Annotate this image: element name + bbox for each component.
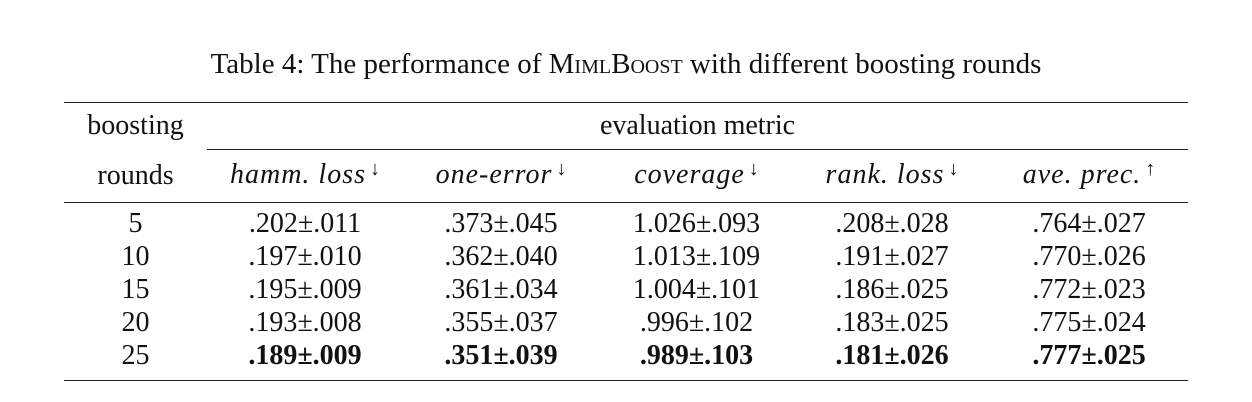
header-boosting: boosting (64, 102, 207, 150)
value-cell-best: .189±.009 (207, 339, 403, 381)
value-cell: 1.013±.109 (632, 241, 761, 272)
value-cell-best: .181±.026 (794, 339, 990, 381)
value-cell: .183±.025 (835, 307, 949, 338)
metric-label: coverage (634, 159, 745, 190)
header-metric-rank-loss: rank. loss ↓ (794, 149, 990, 203)
table-row-best: 25 .189±.009 .351±.039 .989±.103 .181±.0… (64, 339, 1189, 381)
metric-label: rank. loss (825, 159, 945, 190)
method-rest-iml: iml (574, 48, 612, 80)
arrow-down-icon: ↓ (556, 158, 567, 180)
value-cell: .195±.009 (248, 274, 362, 305)
value-cell: .373±.045 (444, 208, 558, 239)
header-metric-hamm-loss: hamm. loss ↓ (207, 149, 403, 203)
value-cell: .197±.010 (248, 241, 362, 272)
rounds-cell: 15 (121, 274, 150, 305)
table-row: 15 .195±.009 .361±.034 1.004±.101 .186±.… (64, 273, 1188, 306)
metric-label: ave. prec. (1022, 159, 1142, 190)
header-metric-one-error: one-error ↓ (403, 149, 599, 203)
value-cell: .996±.102 (639, 307, 754, 338)
method-rest-oost: oost (630, 48, 683, 80)
table-caption: Table 4: The performance of MimlBoost wi… (0, 44, 1252, 84)
value-cell-best: .989±.103 (599, 339, 794, 381)
arrow-up-icon: ↑ (1145, 158, 1156, 180)
arrow-down-icon: ↓ (370, 158, 380, 180)
arrow-down-icon: ↓ (748, 158, 759, 180)
header-metric-coverage: coverage ↓ (599, 149, 794, 203)
value-cell: .208±.028 (835, 208, 949, 239)
value-cell: .193±.008 (248, 307, 362, 338)
value-cell: .775±.024 (1032, 307, 1146, 338)
caption-prefix: Table 4: The performance of (210, 48, 549, 80)
value-cell: .361±.034 (444, 274, 558, 305)
caption-suffix: with different boosting rounds (682, 48, 1042, 80)
value-cell: .191±.027 (835, 241, 949, 272)
header-rounds: rounds (64, 149, 207, 203)
value-cell: .355±.037 (444, 307, 558, 338)
rounds-cell: 25 (64, 339, 207, 381)
value-cell-best: .777±.025 (990, 339, 1189, 381)
method-initial-b: B (611, 48, 631, 80)
value-cell: 1.026±.093 (632, 208, 761, 239)
value-cell: .186±.025 (835, 274, 949, 305)
table-row: 10 .197±.010 .362±.040 1.013±.109 .191±.… (64, 240, 1188, 273)
rounds-cell: 5 (128, 208, 143, 239)
table-row: 20 .193±.008 .355±.037 .996±.102 .183±.0… (64, 306, 1188, 339)
metric-label: hamm. loss (229, 159, 366, 190)
arrow-down-icon: ↓ (948, 158, 959, 180)
value-cell: 1.004±.101 (632, 274, 761, 305)
header-metric-ave-prec: ave. prec. ↑ (990, 149, 1189, 203)
results-table: boosting evaluation metric rounds hamm. … (64, 102, 1189, 381)
value-cell: .362±.040 (444, 241, 558, 272)
value-cell-best: .351±.039 (403, 339, 599, 381)
table-row: 5 .202±.011 .373±.045 1.026±.093 .208±.0… (64, 203, 1188, 241)
value-cell: .764±.027 (1032, 208, 1146, 239)
value-cell: .770±.026 (1032, 241, 1146, 272)
rounds-cell: 10 (121, 241, 150, 272)
metric-label: one-error (435, 159, 553, 190)
method-initial-m: M (548, 48, 575, 80)
value-cell: .772±.023 (1032, 274, 1146, 305)
header-evaluation-metric: evaluation metric (207, 102, 1189, 150)
value-cell: .202±.011 (248, 208, 362, 239)
rounds-cell: 20 (121, 307, 150, 338)
